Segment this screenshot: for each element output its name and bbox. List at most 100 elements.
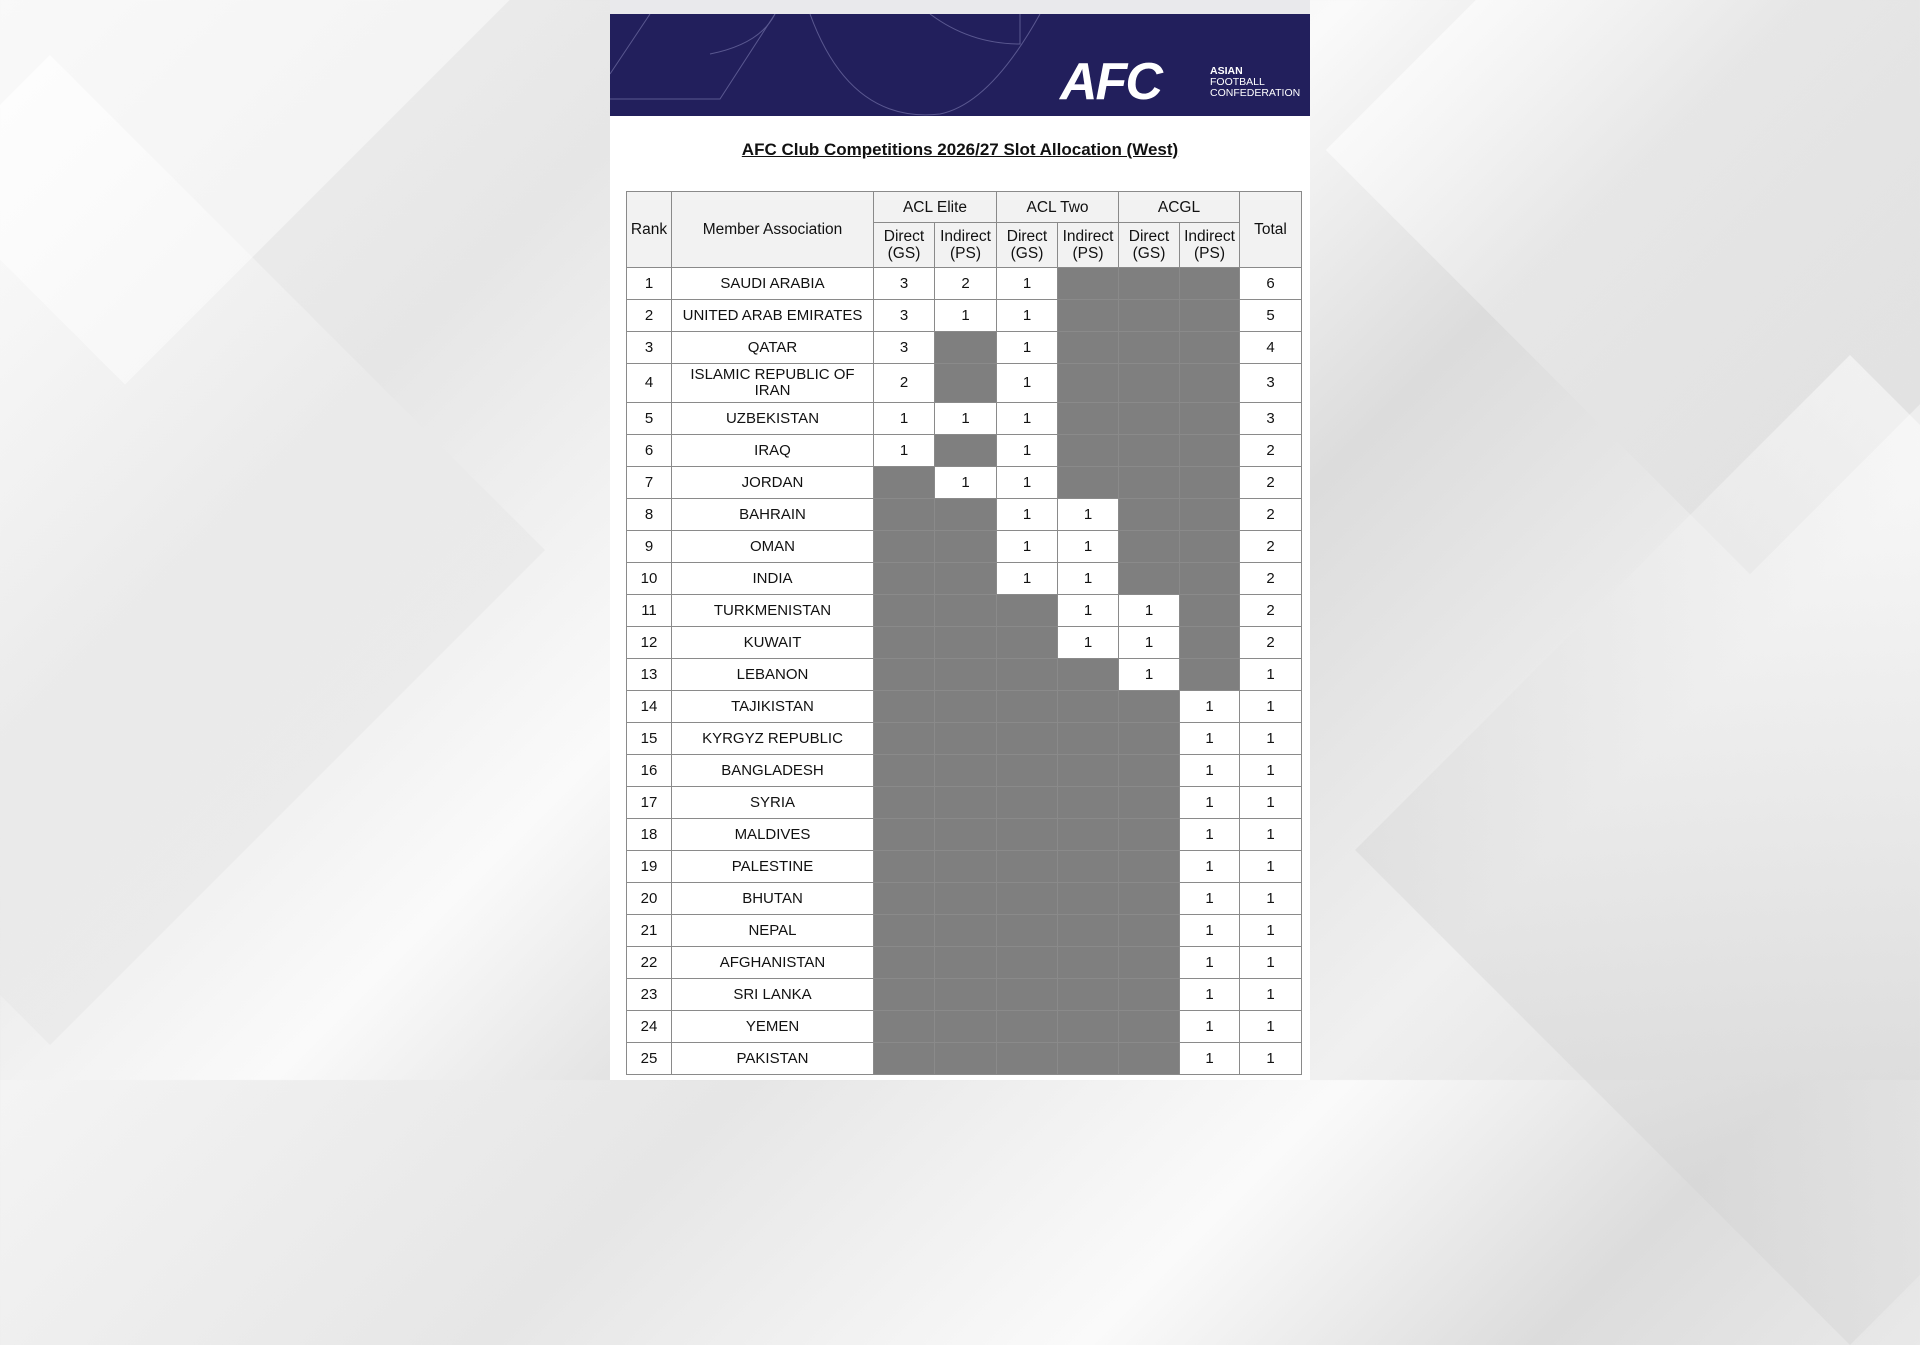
shaded-cell xyxy=(1179,466,1240,499)
total-cell: 1 xyxy=(1239,946,1302,979)
table-row: 23 SRI LANKA 1 1 xyxy=(626,978,1302,1011)
slot-cell: 1 xyxy=(996,434,1058,467)
shaded-cell xyxy=(1118,498,1180,531)
header-rank: Rank xyxy=(626,191,672,268)
shaded-cell xyxy=(934,434,997,467)
shaded-cell xyxy=(996,1010,1058,1043)
total-cell: 1 xyxy=(1239,754,1302,787)
header-member-association: Member Association xyxy=(671,191,874,268)
shaded-cell xyxy=(873,722,935,755)
slot-cell: 1 xyxy=(1118,626,1180,659)
table-row: 9 OMAN 1 1 2 xyxy=(626,530,1302,563)
slot-cell: 1 xyxy=(996,402,1058,435)
shaded-cell xyxy=(934,594,997,627)
shaded-cell xyxy=(934,658,997,691)
slot-cell: 1 xyxy=(1118,658,1180,691)
shaded-cell xyxy=(873,690,935,723)
afc-logo-text: ASIAN FOOTBALL CONFEDERATION xyxy=(1210,66,1300,99)
member-association-cell: UZBEKISTAN xyxy=(671,402,874,435)
total-cell: 2 xyxy=(1239,530,1302,563)
shaded-cell xyxy=(1179,267,1240,300)
member-association-cell: KUWAIT xyxy=(671,626,874,659)
shaded-cell xyxy=(873,946,935,979)
shaded-cell xyxy=(1118,722,1180,755)
shaded-cell xyxy=(1179,363,1240,403)
member-association-cell: MALDIVES xyxy=(671,818,874,851)
shaded-cell xyxy=(1179,402,1240,435)
shaded-cell xyxy=(1057,786,1119,819)
member-association-cell: NEPAL xyxy=(671,914,874,947)
member-association-cell: TURKMENISTAN xyxy=(671,594,874,627)
total-cell: 1 xyxy=(1239,978,1302,1011)
slot-cell: 1 xyxy=(1179,850,1240,883)
shaded-cell xyxy=(873,978,935,1011)
total-cell: 2 xyxy=(1239,562,1302,595)
shaded-cell xyxy=(996,882,1058,915)
shaded-cell xyxy=(1118,402,1180,435)
member-association-cell: BHUTAN xyxy=(671,882,874,915)
table-row: 14 TAJIKISTAN 1 1 xyxy=(626,690,1302,723)
member-association-cell: JORDAN xyxy=(671,466,874,499)
shaded-cell xyxy=(996,946,1058,979)
shaded-cell xyxy=(934,1010,997,1043)
shaded-cell xyxy=(1179,498,1240,531)
table-row: 5 UZBEKISTAN 1 1 1 3 xyxy=(626,402,1302,435)
total-cell: 2 xyxy=(1239,594,1302,627)
shaded-cell xyxy=(934,946,997,979)
shaded-cell xyxy=(1179,434,1240,467)
table-row: 3 QATAR 3 1 4 xyxy=(626,331,1302,364)
rank-cell: 5 xyxy=(626,402,672,435)
member-association-cell: AFGHANISTAN xyxy=(671,946,874,979)
table-row: 22 AFGHANISTAN 1 1 xyxy=(626,946,1302,979)
shaded-cell xyxy=(934,882,997,915)
slot-cell: 1 xyxy=(1118,594,1180,627)
member-association-cell: ISLAMIC REPUBLIC OF IRAN xyxy=(671,363,874,403)
shaded-cell xyxy=(1118,1010,1180,1043)
slot-cell: 1 xyxy=(1179,882,1240,915)
total-cell: 5 xyxy=(1239,299,1302,332)
shaded-cell xyxy=(1179,299,1240,332)
shaded-cell xyxy=(873,466,935,499)
member-association-cell: QATAR xyxy=(671,331,874,364)
total-cell: 1 xyxy=(1239,658,1302,691)
rank-cell: 3 xyxy=(626,331,672,364)
rank-cell: 25 xyxy=(626,1042,672,1075)
shaded-cell xyxy=(1179,626,1240,659)
table-row: 17 SYRIA 1 1 xyxy=(626,786,1302,819)
rank-cell: 16 xyxy=(626,754,672,787)
shaded-cell xyxy=(1057,267,1119,300)
logo-line: ASIAN xyxy=(1210,65,1243,77)
slot-cell: 1 xyxy=(934,299,997,332)
member-association-cell: LEBANON xyxy=(671,658,874,691)
shaded-cell xyxy=(1057,299,1119,332)
total-cell: 3 xyxy=(1239,402,1302,435)
slot-cell: 3 xyxy=(873,331,935,364)
slot-cell: 1 xyxy=(1057,530,1119,563)
slot-cell: 1 xyxy=(1179,914,1240,947)
slot-cell: 1 xyxy=(1179,722,1240,755)
rank-cell: 18 xyxy=(626,818,672,851)
shaded-cell xyxy=(1057,818,1119,851)
shaded-cell xyxy=(1057,402,1119,435)
slot-cell: 1 xyxy=(1179,754,1240,787)
total-cell: 1 xyxy=(1239,882,1302,915)
rank-cell: 1 xyxy=(626,267,672,300)
shaded-cell xyxy=(1057,914,1119,947)
shaded-cell xyxy=(996,690,1058,723)
shaded-cell xyxy=(873,626,935,659)
total-cell: 1 xyxy=(1239,1010,1302,1043)
slot-cell: 1 xyxy=(873,402,935,435)
slot-cell: 1 xyxy=(1179,1010,1240,1043)
table-row: 13 LEBANON 1 1 xyxy=(626,658,1302,691)
slot-cell: 1 xyxy=(996,267,1058,300)
member-association-cell: UNITED ARAB EMIRATES xyxy=(671,299,874,332)
shaded-cell xyxy=(1057,434,1119,467)
table-row: 6 IRAQ 1 1 2 xyxy=(626,434,1302,467)
shaded-cell xyxy=(934,1042,997,1075)
total-cell: 1 xyxy=(1239,818,1302,851)
afc-banner: AFC ASIAN FOOTBALL CONFEDERATION xyxy=(610,14,1310,116)
shaded-cell xyxy=(873,498,935,531)
member-association-cell: PAKISTAN xyxy=(671,1042,874,1075)
shaded-cell xyxy=(1118,978,1180,1011)
shaded-cell xyxy=(873,530,935,563)
